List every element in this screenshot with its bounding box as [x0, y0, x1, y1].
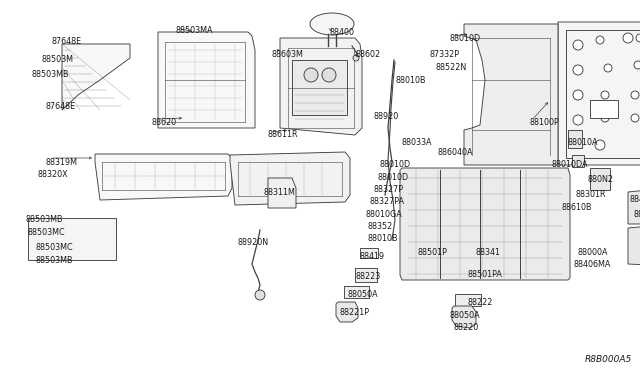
Bar [590, 100, 618, 118]
Polygon shape [336, 302, 358, 322]
Text: 88503M: 88503M [42, 55, 74, 64]
Text: 88611R: 88611R [268, 130, 298, 139]
Text: 886040A: 886040A [438, 148, 474, 157]
Text: 88000A: 88000A [578, 248, 609, 257]
Circle shape [631, 114, 639, 122]
Text: 88327PA: 88327PA [370, 197, 405, 206]
Polygon shape [230, 152, 350, 205]
Text: 88320X: 88320X [38, 170, 68, 179]
Text: 88406MA: 88406MA [573, 260, 611, 269]
Polygon shape [158, 32, 255, 128]
Text: 880N2: 880N2 [588, 175, 614, 184]
Polygon shape [280, 38, 362, 135]
Circle shape [322, 68, 336, 82]
Text: 88501PA: 88501PA [468, 270, 503, 279]
Circle shape [573, 40, 583, 50]
Circle shape [573, 65, 583, 75]
Circle shape [623, 33, 633, 43]
Text: 87648E: 87648E [52, 37, 82, 46]
Text: 88050A: 88050A [450, 311, 481, 320]
Text: 88503MB: 88503MB [35, 256, 72, 265]
Circle shape [631, 91, 639, 99]
Polygon shape [628, 190, 640, 224]
Text: 88010D: 88010D [380, 160, 411, 169]
Circle shape [634, 61, 640, 69]
Text: 88223: 88223 [355, 272, 380, 281]
Polygon shape [452, 306, 476, 328]
Text: 88010B: 88010B [368, 234, 399, 243]
Text: 88620: 88620 [152, 118, 177, 127]
Text: 87332P: 87332P [430, 50, 460, 59]
Text: 88050A: 88050A [347, 290, 378, 299]
Text: 88501P: 88501P [418, 248, 448, 257]
Text: 88033A: 88033A [402, 138, 433, 147]
Text: 88419: 88419 [360, 252, 385, 261]
Bar [344, 286, 369, 298]
Text: 88456M: 88456M [630, 195, 640, 204]
Text: 88400: 88400 [330, 28, 355, 37]
Bar [572, 155, 584, 167]
Text: R8B000A5: R8B000A5 [585, 355, 632, 364]
Bar [28, 218, 116, 260]
Circle shape [573, 90, 583, 100]
Bar [355, 268, 377, 282]
Polygon shape [628, 226, 640, 265]
Text: 88920N: 88920N [238, 238, 269, 247]
Circle shape [604, 64, 612, 72]
Text: 88602: 88602 [355, 50, 380, 59]
Polygon shape [400, 168, 570, 280]
Circle shape [601, 91, 609, 99]
Circle shape [595, 140, 605, 150]
Text: 88522N: 88522N [435, 63, 467, 72]
Polygon shape [464, 24, 558, 165]
Circle shape [255, 290, 265, 300]
Text: 88503MB: 88503MB [32, 70, 70, 79]
Text: 88010B: 88010B [395, 76, 426, 85]
Circle shape [596, 36, 604, 44]
Text: 88920: 88920 [373, 112, 398, 121]
Text: 88220: 88220 [454, 323, 479, 332]
Text: 88503MA: 88503MA [175, 26, 212, 35]
Text: 88301R: 88301R [575, 190, 605, 199]
Bar [455, 294, 481, 306]
Text: 88100P: 88100P [530, 118, 560, 127]
Text: 88222: 88222 [468, 298, 493, 307]
Circle shape [353, 55, 359, 61]
Bar [292, 60, 347, 115]
Ellipse shape [310, 13, 354, 35]
Bar [568, 130, 582, 148]
Text: 88603M: 88603M [272, 50, 304, 59]
Text: 88010D: 88010D [378, 173, 409, 182]
Bar [566, 30, 640, 158]
Text: 88327P: 88327P [373, 185, 403, 194]
Text: 88352: 88352 [368, 222, 393, 231]
Text: 88610B: 88610B [562, 203, 593, 212]
Text: 88503MC: 88503MC [28, 228, 66, 237]
Circle shape [304, 68, 318, 82]
Text: 88406M: 88406M [633, 210, 640, 219]
Text: 88341: 88341 [476, 248, 501, 257]
Text: 88010DA: 88010DA [552, 160, 589, 169]
Polygon shape [268, 178, 296, 208]
Bar [360, 248, 378, 258]
Text: 88221P: 88221P [340, 308, 370, 317]
Text: 88311M: 88311M [263, 188, 295, 197]
Text: 88010GA: 88010GA [365, 210, 402, 219]
Text: 88319M: 88319M [46, 158, 78, 167]
Bar [590, 168, 610, 190]
Circle shape [573, 115, 583, 125]
Text: 87648E: 87648E [45, 102, 75, 111]
Polygon shape [62, 44, 130, 110]
Circle shape [601, 114, 609, 122]
Circle shape [636, 34, 640, 42]
Polygon shape [558, 22, 640, 165]
Text: 88010A: 88010A [568, 138, 598, 147]
Text: 88010D: 88010D [450, 34, 481, 43]
Polygon shape [95, 154, 232, 200]
Text: 88503MC: 88503MC [35, 243, 72, 252]
Text: 88503MB: 88503MB [25, 215, 63, 224]
